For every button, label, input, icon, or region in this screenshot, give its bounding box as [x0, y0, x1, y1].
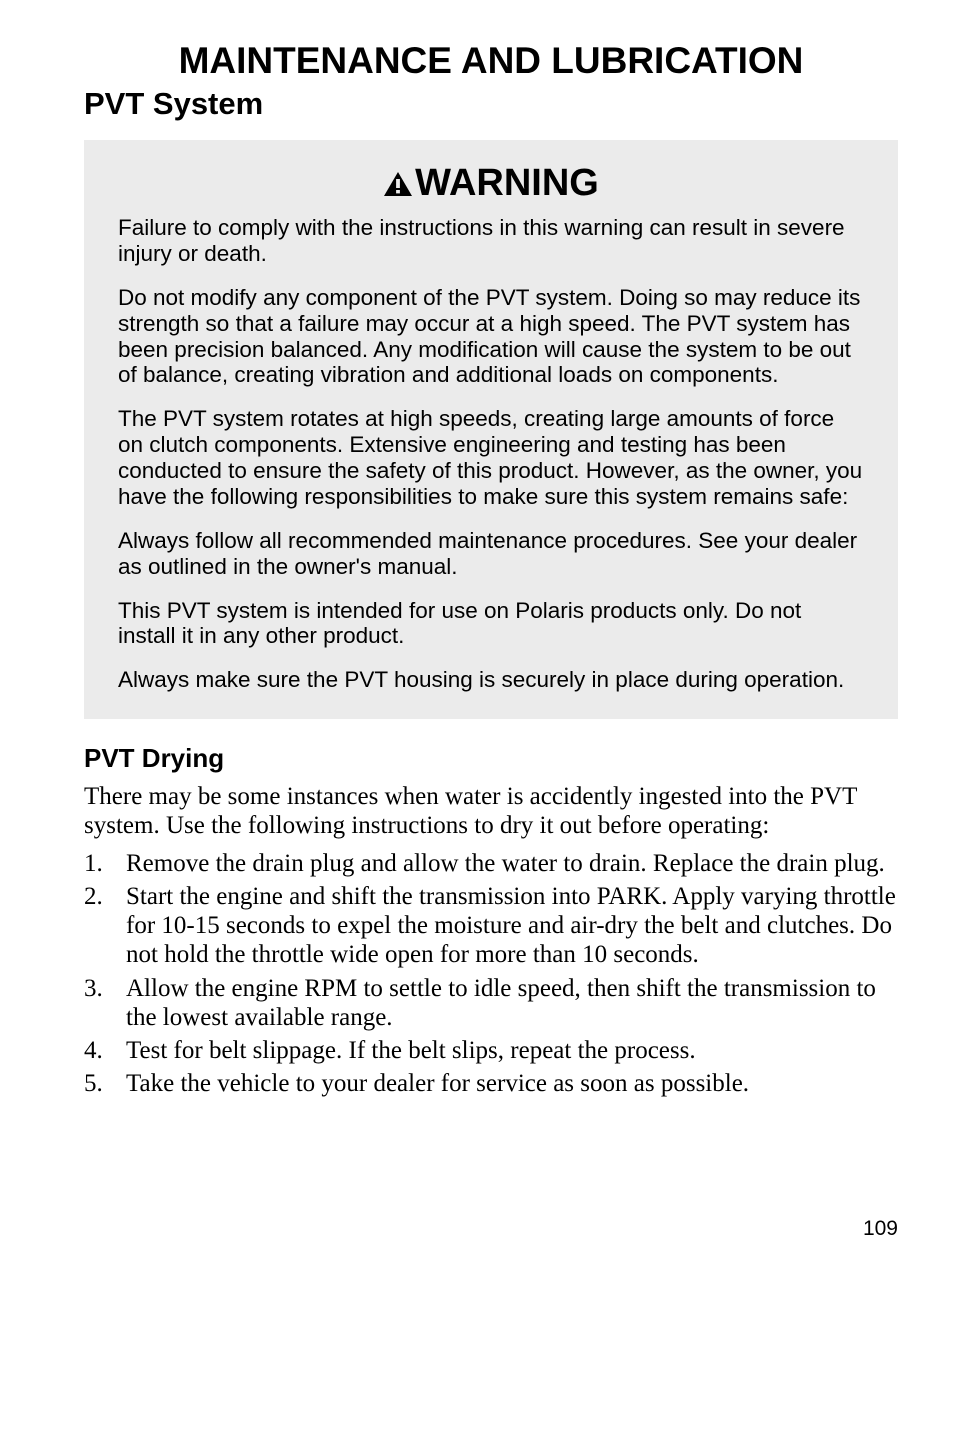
warning-box: WARNING Failure to comply with the instr… [84, 140, 898, 719]
page-container: MAINTENANCE AND LUBRICATION PVT System W… [0, 0, 954, 1281]
page-number: 109 [84, 1217, 898, 1241]
warning-title-text: WARNING [415, 162, 599, 204]
warning-title-row: WARNING [118, 162, 864, 205]
warning-paragraph: Do not modify any component of the PVT s… [118, 285, 864, 389]
drying-heading: PVT Drying [84, 743, 898, 774]
warning-paragraph: Always make sure the PVT housing is secu… [118, 667, 864, 693]
drying-step: Start the engine and shift the transmiss… [84, 882, 898, 970]
warning-paragraph: Failure to comply with the instructions … [118, 215, 864, 267]
drying-step: Remove the drain plug and allow the wate… [84, 849, 898, 878]
warning-paragraph: The PVT system rotates at high speeds, c… [118, 406, 864, 510]
warning-paragraph: Always follow all recommended maintenanc… [118, 528, 864, 580]
drying-steps-list: Remove the drain plug and allow the wate… [84, 849, 898, 1099]
section-title: MAINTENANCE AND LUBRICATION [84, 40, 898, 82]
warning-paragraph: This PVT system is intended for use on P… [118, 598, 864, 650]
subsection-title: PVT System [84, 86, 898, 122]
drying-step: Allow the engine RPM to settle to idle s… [84, 974, 898, 1033]
drying-step: Take the vehicle to your dealer for serv… [84, 1069, 898, 1098]
drying-intro: There may be some instances when water i… [84, 782, 898, 841]
drying-step: Test for belt slippage. If the belt slip… [84, 1036, 898, 1065]
warning-triangle-icon [383, 162, 415, 204]
